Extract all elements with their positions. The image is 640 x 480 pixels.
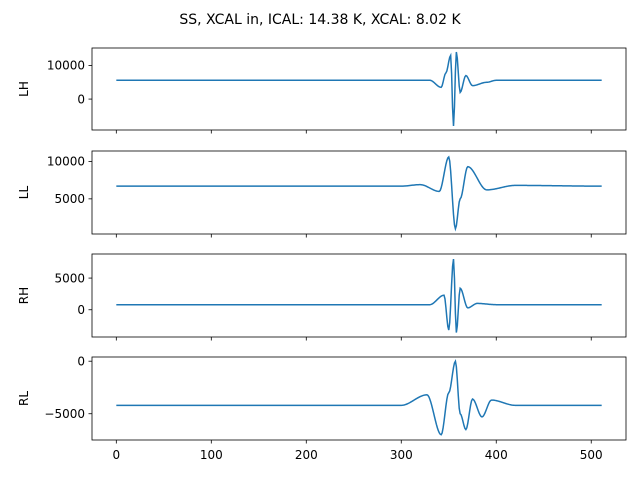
x-tick-label: 100 xyxy=(200,448,223,462)
y-axis-label-ll: LL xyxy=(17,186,31,200)
y-tick-label: 10000 xyxy=(47,155,85,169)
y-tick-label: 10000 xyxy=(47,59,85,73)
axes-frame xyxy=(91,253,627,338)
subplot-rl: −5000 0 0 100 200 300 400 500 RL xyxy=(17,354,627,462)
series-line-lh xyxy=(116,51,602,127)
subplot-rh: 0 5000 RH xyxy=(17,253,627,341)
x-tick-label: 500 xyxy=(580,448,603,462)
y-tick-label: 0 xyxy=(77,354,85,368)
subplots-group: 0 10000 LH 5000 10000 LL 0 5000 RH −5000 0 0 100 200 3… xyxy=(17,47,627,462)
x-tick-label: 200 xyxy=(295,448,318,462)
series-line-rl xyxy=(116,358,602,436)
x-tick-label: 0 xyxy=(112,448,120,462)
y-axis-label-lh: LH xyxy=(17,81,31,97)
y-tick-label: 5000 xyxy=(54,192,85,206)
y-axis-label-rh: RH xyxy=(17,287,31,304)
series-line-ll xyxy=(116,155,602,232)
subplot-ll: 5000 10000 LL xyxy=(17,150,627,238)
axes-frame xyxy=(91,47,627,131)
y-tick-label: 0 xyxy=(77,92,85,106)
x-tick-label: 300 xyxy=(390,448,413,462)
y-tick-label: −5000 xyxy=(44,407,85,421)
axes-frame xyxy=(91,150,627,235)
subplot-lh: 0 10000 LH xyxy=(17,47,627,134)
y-tick-label: 0 xyxy=(77,303,85,317)
x-tick-label: 400 xyxy=(485,448,508,462)
axes-frame xyxy=(91,356,627,441)
y-tick-label: 5000 xyxy=(54,271,85,285)
series-line-rh xyxy=(116,258,602,333)
chart-title: SS, XCAL in, ICAL: 14.38 K, XCAL: 8.02 K xyxy=(179,12,461,28)
y-axis-label-rl: RL xyxy=(17,391,31,406)
